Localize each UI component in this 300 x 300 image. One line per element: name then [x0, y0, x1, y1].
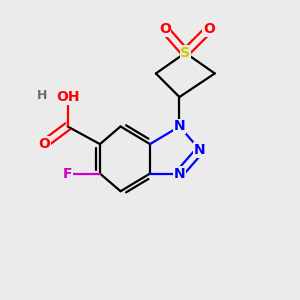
Text: S: S: [180, 46, 190, 60]
Text: N: N: [174, 119, 185, 134]
Text: OH: OH: [56, 90, 79, 104]
Text: N: N: [194, 143, 206, 157]
Text: O: O: [159, 22, 171, 36]
Text: N: N: [174, 167, 185, 181]
Text: O: O: [203, 22, 215, 36]
Text: F: F: [63, 167, 72, 181]
Text: O: O: [38, 137, 50, 151]
Text: H: H: [37, 89, 48, 102]
